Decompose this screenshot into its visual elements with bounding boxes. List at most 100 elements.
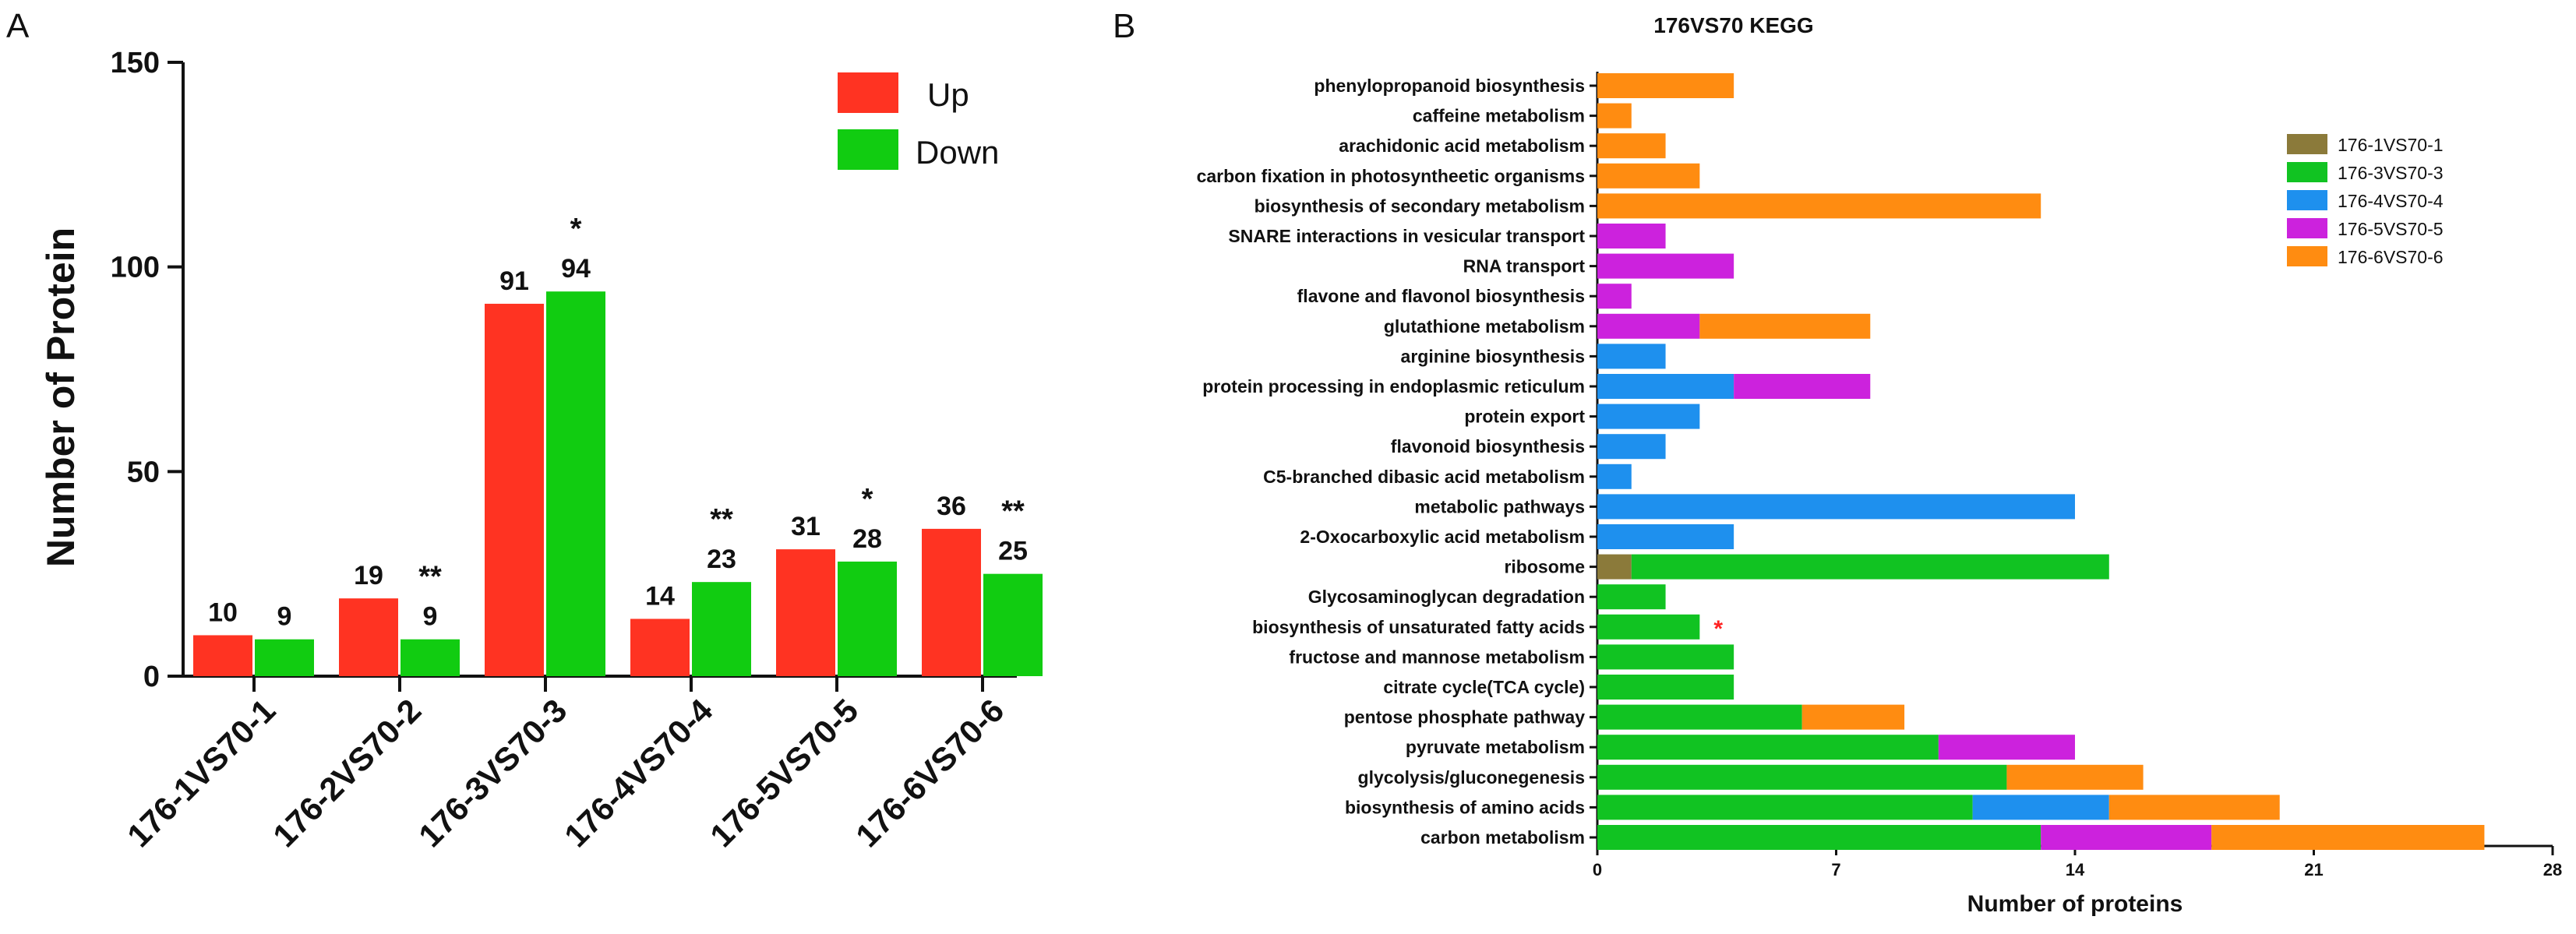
bar-segment-176-5vs70-5 bbox=[1597, 313, 1700, 339]
pathway-label: protein export bbox=[1464, 407, 1585, 427]
significance-marker: * bbox=[862, 483, 873, 516]
pathway-label: glutathione metabolism bbox=[1384, 316, 1585, 337]
bar-up bbox=[485, 303, 544, 676]
legend-swatch-up bbox=[838, 72, 898, 113]
bar-segment-176-3vs70-3 bbox=[1597, 704, 1802, 730]
significance-marker: * bbox=[570, 213, 582, 245]
legend-label: 176-6VS70-6 bbox=[2338, 247, 2444, 267]
bar-segment-176-3vs70-3 bbox=[1631, 554, 2109, 580]
pathway-label: carbon metabolism bbox=[1420, 827, 1585, 848]
bar-segment-176-6vs70-6 bbox=[2006, 764, 2144, 790]
bar-segment-176-6vs70-6 bbox=[2211, 825, 2485, 850]
pathway-label: pyruvate metabolism bbox=[1406, 737, 1585, 757]
pathway-label: flavonoid biosynthesis bbox=[1391, 436, 1585, 456]
bar-up bbox=[193, 635, 252, 676]
value-label: 10 bbox=[208, 597, 238, 627]
y-tick-label: 50 bbox=[127, 456, 160, 488]
significance-marker: ** bbox=[710, 503, 733, 536]
x-tick-label: 28 bbox=[2543, 860, 2562, 879]
value-label: 28 bbox=[852, 524, 882, 554]
bar-up bbox=[630, 619, 690, 676]
pathway-label: SNARE interactions in vesicular transpor… bbox=[1228, 226, 1585, 246]
bar-segment-176-6vs70-6 bbox=[1597, 73, 1734, 98]
bar-segment-176-5vs70-5 bbox=[1734, 374, 1871, 399]
x-category-label: 176-4VS70-4 bbox=[557, 692, 720, 855]
pathway-label: biosynthesis of unsaturated fatty acids bbox=[1252, 617, 1585, 637]
value-label: 19 bbox=[354, 561, 383, 590]
value-label: 9 bbox=[423, 602, 438, 632]
pathway-label: Glycosaminoglycan degradation bbox=[1308, 587, 1585, 607]
value-label: 31 bbox=[791, 512, 820, 541]
bar-segment-176-4vs70-4 bbox=[1972, 795, 2109, 820]
pathway-label: phenylopropanoid biosynthesis bbox=[1314, 76, 1585, 96]
x-category-label: 176-1VS70-1 bbox=[120, 692, 282, 854]
bar-segment-176-5vs70-5 bbox=[1597, 253, 1734, 279]
panel-a-legend: Up Down bbox=[838, 72, 999, 171]
significance-marker: * bbox=[1713, 616, 1723, 642]
legend-swatch bbox=[2287, 162, 2327, 182]
bar-segment-176-4vs70-4 bbox=[1597, 463, 1632, 489]
pathway-label: carbon fixation in photosyntheetic organ… bbox=[1197, 166, 1585, 186]
legend-swatch bbox=[2287, 246, 2327, 266]
panel-b-x-axis-title: Number of proteins bbox=[1967, 891, 2183, 917]
pathway-label: arachidonic acid metabolism bbox=[1339, 136, 1585, 156]
bar-segment-176-3vs70-3 bbox=[1597, 614, 1700, 640]
pathway-label: biosynthesis of amino acids bbox=[1345, 797, 1585, 817]
x-category-label: 176-5VS70-5 bbox=[703, 692, 865, 854]
significance-marker: ** bbox=[418, 561, 442, 594]
legend-label: 176-4VS70-4 bbox=[2338, 191, 2444, 211]
legend-label-up: Up bbox=[927, 76, 969, 113]
pathway-label: glycolysis/gluconegenesis bbox=[1358, 767, 1585, 788]
pathway-label: caffeine metabolism bbox=[1413, 106, 1585, 126]
bar-segment-176-4vs70-4 bbox=[1597, 494, 2075, 520]
pathway-label: pentose phosphate pathway bbox=[1344, 707, 1585, 728]
bar-segment-176-6vs70-6 bbox=[1597, 163, 1700, 189]
y-tick-label: 0 bbox=[143, 661, 160, 693]
bar-segment-176-6vs70-6 bbox=[1597, 193, 2041, 219]
x-category-label: 176-3VS70-3 bbox=[411, 692, 573, 854]
bar-up bbox=[922, 528, 981, 676]
bar-segment-176-3vs70-3 bbox=[1597, 764, 2007, 790]
bar-segment-176-4vs70-4 bbox=[1597, 344, 1666, 369]
bar-segment-176-6vs70-6 bbox=[1699, 313, 1871, 339]
panel-a-letter: A bbox=[6, 7, 30, 45]
bar-down bbox=[838, 561, 897, 676]
x-category-label: 176-6VS70-6 bbox=[849, 692, 1011, 854]
legend-swatch-down bbox=[838, 129, 898, 170]
value-label: 23 bbox=[707, 545, 736, 574]
bar-segment-176-4vs70-4 bbox=[1597, 524, 1734, 549]
x-tick-label: 14 bbox=[2066, 860, 2085, 879]
x-category-label: 176-2VS70-2 bbox=[266, 692, 428, 854]
pathway-label: biosynthesis of secondary metabolism bbox=[1254, 196, 1585, 216]
bar-segment-176-6vs70-6 bbox=[2108, 795, 2280, 820]
y-tick-label: 100 bbox=[111, 252, 160, 284]
bar-segment-176-6vs70-6 bbox=[1597, 103, 1632, 129]
bar-segment-176-3vs70-3 bbox=[1597, 795, 1973, 820]
legend-label: 176-1VS70-1 bbox=[2338, 135, 2444, 155]
pathway-label: metabolic pathways bbox=[1414, 496, 1585, 516]
bar-segment-176-5vs70-5 bbox=[1597, 224, 1666, 248]
pathway-label: flavone and flavonol biosynthesis bbox=[1297, 286, 1585, 306]
bar-segment-176-3vs70-3 bbox=[1597, 644, 1734, 670]
value-label: 94 bbox=[561, 254, 591, 284]
bar-down bbox=[401, 639, 460, 676]
bar-down bbox=[983, 573, 1043, 676]
pathway-label: protein processing in endoplasmic reticu… bbox=[1202, 376, 1585, 397]
panel-a-y-axis-title: Number of Protein bbox=[39, 227, 83, 567]
bar-segment-176-3vs70-3 bbox=[1597, 675, 1734, 700]
pathway-label: ribosome bbox=[1504, 557, 1585, 577]
pathway-label: C5-branched dibasic acid metabolism bbox=[1263, 467, 1585, 487]
bar-segment-176-5vs70-5 bbox=[1938, 735, 2075, 760]
bar-down bbox=[692, 582, 751, 676]
panel-b-letter: B bbox=[1113, 7, 1135, 45]
legend-swatch bbox=[2287, 134, 2327, 154]
bar-down bbox=[546, 291, 605, 676]
bar-segment-176-5vs70-5 bbox=[2041, 825, 2212, 850]
legend-label-down: Down bbox=[916, 134, 999, 171]
bar-segment-176-3vs70-3 bbox=[1597, 735, 1939, 760]
legend-swatch bbox=[2287, 218, 2327, 238]
bar-segment-176-3vs70-3 bbox=[1597, 825, 2041, 850]
legend-label: 176-3VS70-3 bbox=[2338, 163, 2444, 183]
